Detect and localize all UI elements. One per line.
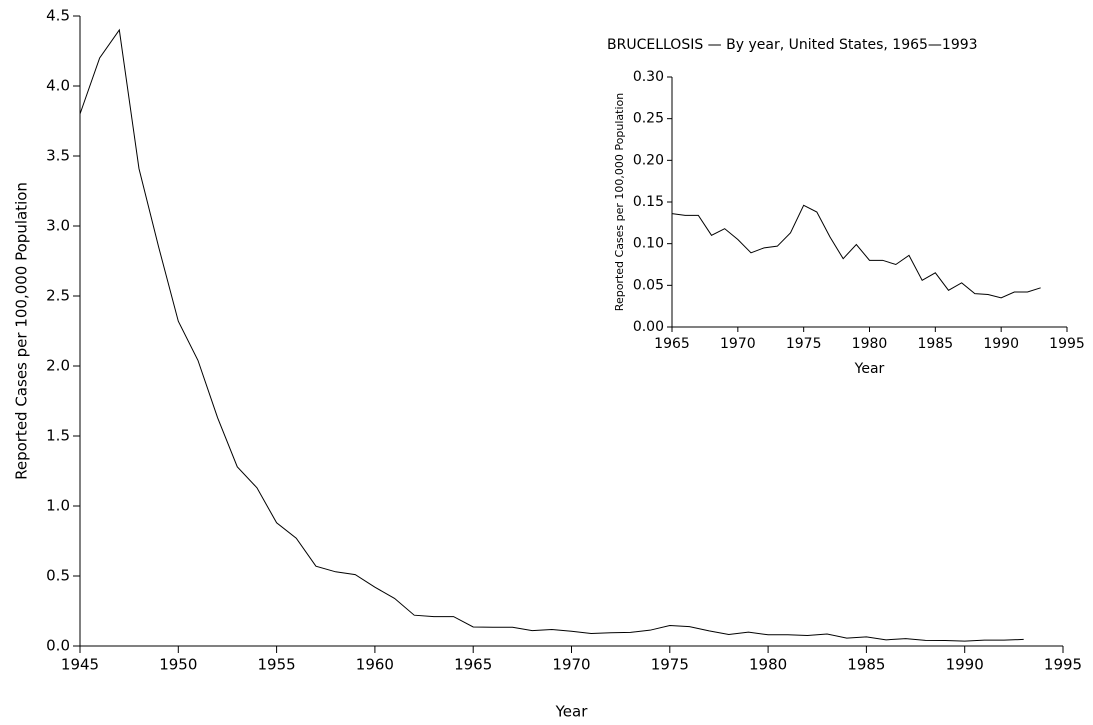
y-tick-label: 3.0: [46, 217, 70, 235]
y-tick-label: 1.5: [46, 427, 70, 445]
x-tick-label: 1945: [61, 656, 99, 674]
y-tick-label: 3.5: [46, 147, 70, 165]
x-tick-label: 1980: [749, 656, 787, 674]
y-tick-label: 4.0: [46, 77, 70, 95]
x-tick-label: 1955: [258, 656, 296, 674]
x-tick-label: 1995: [1049, 336, 1085, 352]
y-tick-label: 0.10: [633, 236, 664, 252]
y-tick-label: 0.15: [633, 194, 664, 210]
x-axis-label: Year: [555, 703, 589, 721]
x-tick-label: 1970: [720, 336, 756, 352]
data-line: [79, 28, 1024, 642]
y-tick-label: 0.20: [633, 152, 664, 168]
x-tick-label: 1975: [651, 656, 689, 674]
y-axis-label: Reported Cases per 100,000 Population: [13, 182, 31, 480]
x-axis-label: Year: [854, 361, 885, 377]
x-tick-label: 1965: [454, 656, 492, 674]
x-tick-label: 1975: [786, 336, 822, 352]
x-tick-label: 1970: [552, 656, 590, 674]
y-tick-label: 0.30: [633, 69, 664, 85]
x-tick-label: 1990: [983, 336, 1019, 352]
y-tick-label: 0.5: [46, 567, 70, 585]
x-tick-label: 1995: [1044, 656, 1082, 674]
y-axis-label: Reported Cases per 100,000 Population: [613, 93, 626, 311]
x-tick-label: 1990: [946, 656, 984, 674]
x-tick-label: 1960: [356, 656, 394, 674]
y-tick-label: 0.00: [633, 319, 664, 335]
y-tick-label: 0.05: [633, 277, 664, 293]
x-tick-label: 1980: [852, 336, 888, 352]
x-tick-label: 1985: [918, 336, 954, 352]
x-tick-label: 1965: [654, 336, 690, 352]
y-tick-label: 4.5: [46, 7, 70, 25]
y-tick-label: 0.25: [633, 111, 664, 127]
chart-title: BRUCELLOSIS — By year, United States, 19…: [607, 37, 978, 53]
x-tick-label: 1950: [159, 656, 197, 674]
y-tick-label: 1.0: [46, 497, 70, 515]
y-tick-label: 2.0: [46, 357, 70, 375]
y-tick-label: 2.5: [46, 287, 70, 305]
data-line: [671, 204, 1041, 299]
x-tick-label: 1985: [847, 656, 885, 674]
y-tick-label: 0.0: [46, 637, 70, 655]
